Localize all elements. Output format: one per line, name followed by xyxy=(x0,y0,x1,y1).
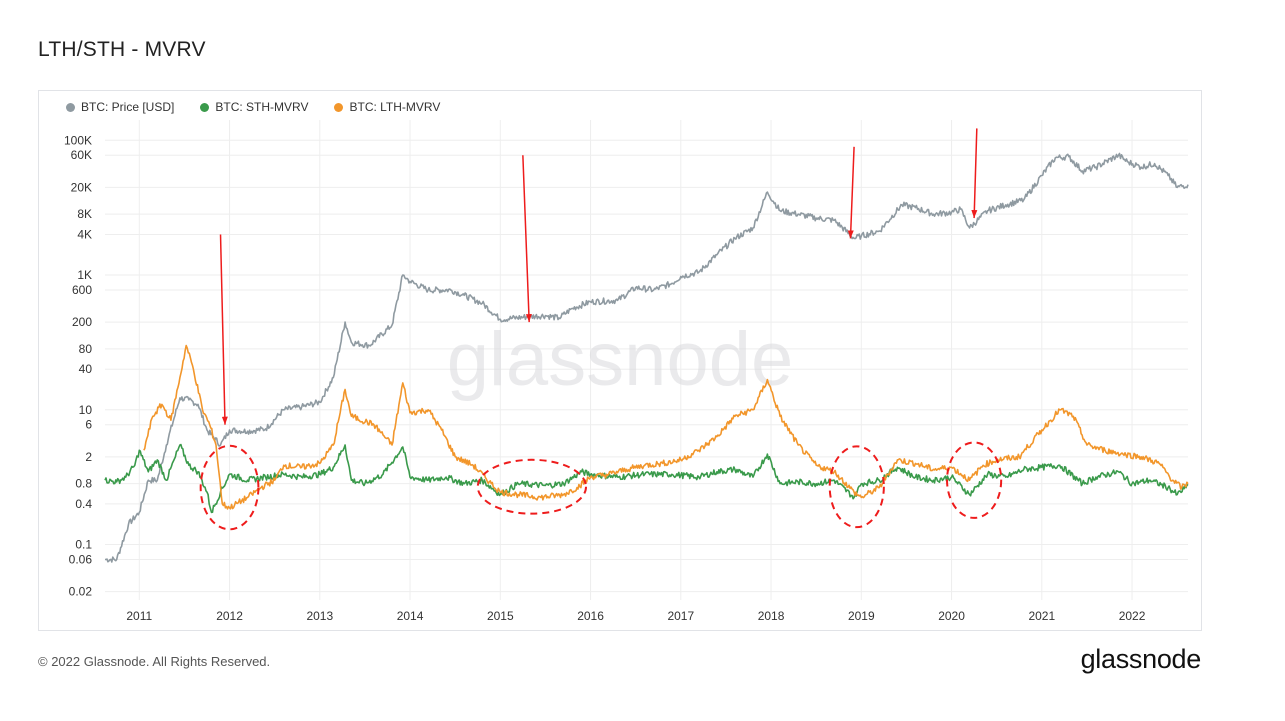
y-tick-label: 0.1 xyxy=(75,537,92,551)
y-tick-label: 10 xyxy=(79,403,93,417)
x-tick-label: 2022 xyxy=(1119,609,1146,623)
x-tick-label: 2014 xyxy=(397,609,424,623)
annotation-ellipse xyxy=(199,444,260,531)
annotation-arrow xyxy=(219,234,228,425)
x-tick-label: 2019 xyxy=(848,609,875,623)
x-tick-label: 2016 xyxy=(577,609,604,623)
legend-item-lth-mvrv[interactable]: BTC: LTH-MVRV xyxy=(334,100,440,114)
legend-dot-lth xyxy=(334,102,344,112)
legend-label-sth: BTC: STH-MVRV xyxy=(215,100,309,114)
y-tick-label: 20K xyxy=(71,180,92,194)
series-layer xyxy=(104,152,1189,563)
y-tick-label: 8K xyxy=(77,207,92,221)
page-title: LTH/STH - MVRV xyxy=(38,38,206,61)
legend-dot-sth xyxy=(200,102,210,112)
y-tick-label: 2 xyxy=(85,450,92,464)
x-tick-label: 2017 xyxy=(667,609,694,623)
x-tick-label: 2018 xyxy=(758,609,785,623)
y-tick-label: 40 xyxy=(79,362,93,376)
annotation-layer xyxy=(199,128,1003,531)
y-tick-label: 600 xyxy=(72,283,92,297)
legend-item-price[interactable]: BTC: Price [USD] xyxy=(66,100,174,114)
y-tick-label: 6 xyxy=(85,418,92,432)
y-tick-label: 0.4 xyxy=(75,497,92,511)
y-tick-label: 0.06 xyxy=(69,552,93,566)
legend: BTC: Price [USD] BTC: STH-MVRV BTC: LTH-… xyxy=(66,100,440,114)
watermark: glassnode xyxy=(447,317,794,402)
series-lth-mvrv-line xyxy=(143,344,1189,510)
y-tick-label: 0.02 xyxy=(69,585,93,599)
y-tick-label: 60K xyxy=(71,148,92,162)
annotation-arrow xyxy=(522,155,532,323)
y-tick-label: 200 xyxy=(72,315,92,329)
legend-item-sth-mvrv[interactable]: BTC: STH-MVRV xyxy=(200,100,308,114)
annotation-arrow xyxy=(847,146,855,239)
legend-label-price: BTC: Price [USD] xyxy=(81,100,175,114)
series-price-line xyxy=(104,152,1189,563)
annotation-arrow xyxy=(971,128,978,219)
glassnode-logo[interactable]: glassnode xyxy=(1080,644,1202,674)
x-tick-label: 2013 xyxy=(306,609,333,623)
series-sth-mvrv-line xyxy=(104,443,1189,514)
legend-dot-price xyxy=(66,102,75,112)
x-tick-label: 2011 xyxy=(126,609,152,623)
y-tick-label: 80 xyxy=(79,342,93,356)
annotation-ellipse xyxy=(476,458,588,515)
x-tick-label: 2015 xyxy=(487,609,514,623)
x-tick-label: 2020 xyxy=(938,609,965,623)
y-tick-label: 1K xyxy=(77,268,92,282)
chart-frame xyxy=(38,90,1202,631)
y-tick-label: 4K xyxy=(77,227,92,241)
y-tick-label: 0.8 xyxy=(75,477,92,491)
copyright-text: © 2022 Glassnode. All Rights Reserved. xyxy=(38,654,271,669)
annotation-ellipse xyxy=(828,445,885,529)
x-tick-label: 2021 xyxy=(1028,609,1055,623)
y-tick-label: 100K xyxy=(64,133,92,147)
annotation-ellipse xyxy=(946,441,1003,519)
legend-label-lth: BTC: LTH-MVRV xyxy=(349,100,441,114)
x-tick-label: 2012 xyxy=(216,609,243,623)
